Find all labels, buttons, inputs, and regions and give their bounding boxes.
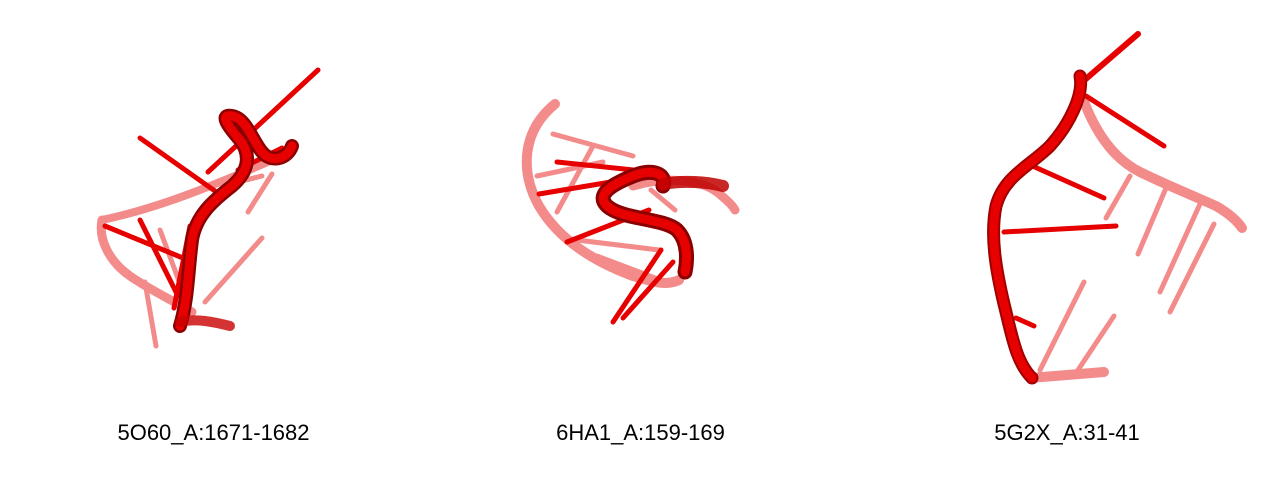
rna-structure-5g2x [987,31,1247,385]
rna-structure-6ha1 [521,99,740,325]
structure-panel-2: 6HA1_A:159-169 [427,0,854,480]
structure-panel-1: 5O60_A:1671-1682 [0,0,427,480]
structure-panel-3: 5G2X_A:31-41 [854,0,1280,480]
structure-label: 6HA1_A:159-169 [556,420,725,445]
structure-label: 5G2X_A:31-41 [994,420,1140,445]
structure-label: 5O60_A:1671-1682 [117,420,310,445]
rna-structure-5o60 [96,67,321,349]
